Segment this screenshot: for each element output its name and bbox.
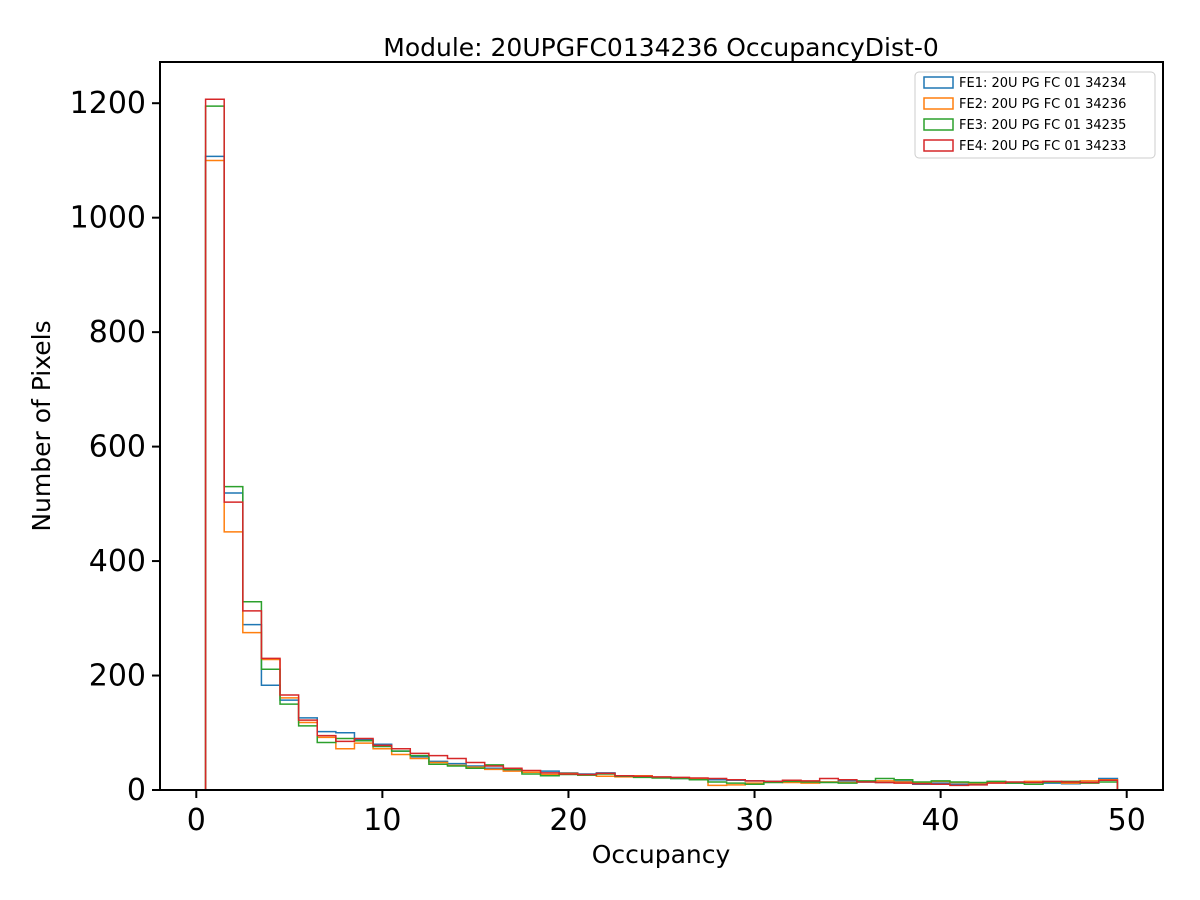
- y-tick-label: 1200: [70, 86, 146, 121]
- legend-item-label: FE3: 20U PG FC 01 34235: [959, 118, 1126, 133]
- legend-frame: [914, 71, 1156, 159]
- y-tick-label: 200: [89, 659, 146, 694]
- x-tick-label: 40: [922, 803, 960, 838]
- legend-swatch-icon: [923, 76, 954, 89]
- legend-item-fe1: FE1: 20U PG FC 01 34234: [923, 76, 1126, 91]
- chart-title: Module: 20UPGFC0134236 OccupancyDist-0: [383, 33, 939, 62]
- series-layer: [204, 98, 1119, 790]
- x-tick-label: 50: [1108, 803, 1146, 838]
- histogram-step-series-fe4: [204, 98, 1119, 790]
- legend: FE1: 20U PG FC 01 34234 FE2: 20U PG FC 01…: [914, 71, 1156, 159]
- x-tick-label: 0: [187, 803, 206, 838]
- x-axis-label: Occupancy: [592, 840, 731, 869]
- y-tick-label: 0: [127, 773, 146, 808]
- x-tick-label: 10: [363, 803, 401, 838]
- axes-spines: [159, 61, 1164, 791]
- histogram-step-series-fe3: [204, 105, 1119, 790]
- legend-swatch-icon: [923, 139, 954, 152]
- legend-swatch-icon: [923, 97, 954, 110]
- legend-item-label: FE2: 20U PG FC 01 34236: [959, 97, 1126, 112]
- legend-item-label: FE4: 20U PG FC 01 34233: [959, 139, 1126, 154]
- legend-item-fe2: FE2: 20U PG FC 01 34236: [923, 97, 1126, 112]
- y-tick-label: 600: [89, 430, 146, 465]
- y-tick-label: 1000: [70, 201, 146, 236]
- x-tick-label: 20: [549, 803, 587, 838]
- axes-layer: 0 10 20 30 40 50 0 200 400 600 800 1000 1200: [70, 61, 1164, 838]
- y-tick-label: 800: [89, 315, 146, 350]
- y-tick-label: 400: [89, 544, 146, 579]
- legend-item-fe4: FE4: 20U PG FC 01 34233: [923, 139, 1126, 154]
- legend-item-label: FE1: 20U PG FC 01 34234: [959, 76, 1126, 91]
- histogram-step-series-fe1: [204, 155, 1119, 790]
- x-tick-label: 30: [735, 803, 773, 838]
- histogram-step-series-fe2: [204, 159, 1119, 790]
- legend-swatch-icon: [923, 118, 954, 131]
- legend-item-fe3: FE3: 20U PG FC 01 34235: [923, 118, 1126, 133]
- y-axis-label: Number of Pixels: [27, 320, 56, 531]
